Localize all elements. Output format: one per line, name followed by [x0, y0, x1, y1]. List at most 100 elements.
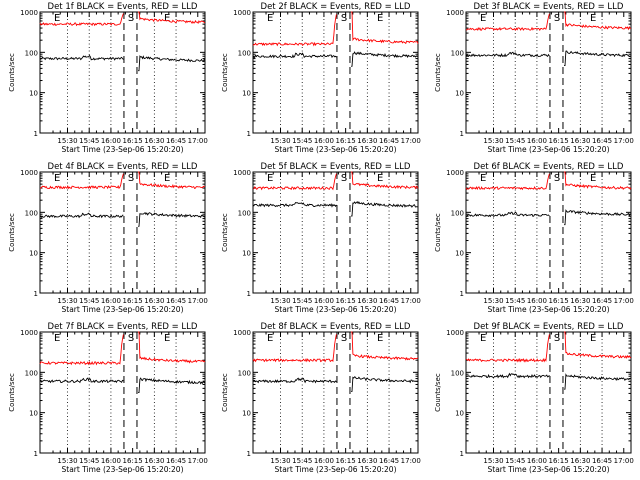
y-tick-label: 100: [451, 369, 464, 377]
x-tick-label: 15:45: [292, 457, 312, 465]
x-tick-label: 16:45: [379, 457, 399, 465]
x-axis-label: Start Time (23-Sep-06 15:20:20): [275, 145, 397, 154]
x-tick-label: 16:30: [357, 297, 377, 305]
chart-panel-8: Det 8f BLACK = Events, RED = LLD 1 10 100 10…: [221, 322, 421, 474]
events-series-line: [351, 51, 419, 67]
y-axis-label: Counts/sec: [8, 53, 16, 92]
plot-frame: [252, 11, 419, 134]
x-tick-label: 16:15: [549, 297, 569, 305]
y-axis-label: Counts/sec: [434, 373, 442, 412]
y-tick-label: 1000: [446, 9, 464, 17]
marker-label: E: [590, 333, 596, 344]
events-series-line: [564, 373, 632, 390]
plot-frame: [465, 171, 632, 294]
chart-panel-5: Det 5f BLACK = Events, RED = LLD 1 10 100 10…: [221, 162, 421, 314]
x-tick-label: 15:45: [79, 137, 99, 145]
events-series-line: [351, 376, 419, 392]
chart-title: Det 6f BLACK = Events, RED = LLD: [474, 162, 624, 172]
y-tick-label: 1: [34, 290, 38, 298]
events-series-line: [39, 377, 124, 384]
chart-title: Det 5f BLACK = Events, RED = LLD: [261, 162, 411, 172]
y-tick-label: 10: [29, 90, 38, 98]
x-tick-label: 15:45: [505, 297, 525, 305]
x-tick-label: 17:00: [188, 457, 208, 465]
events-series-line: [39, 212, 124, 219]
chart-title: Det 4f BLACK = Events, RED = LLD: [48, 162, 198, 172]
y-tick-label: 1: [247, 130, 251, 138]
x-tick-label: 16:00: [314, 137, 334, 145]
chart-title: Det 7f BLACK = Events, RED = LLD: [48, 322, 198, 332]
chart-title: Det 8f BLACK = Events, RED = LLD: [261, 322, 411, 332]
y-axis-label: Counts/sec: [8, 373, 16, 412]
events-series-line: [138, 212, 206, 227]
y-tick-label: 1: [247, 450, 251, 458]
x-tick-label: 16:45: [379, 137, 399, 145]
y-axis-label: Counts/sec: [8, 213, 16, 252]
marker-label: E: [480, 173, 486, 184]
x-tick-label: 16:45: [592, 457, 612, 465]
plot-frame: [465, 11, 632, 134]
events-series-line: [252, 377, 337, 384]
lld-series-line: [351, 171, 419, 190]
x-axis-label: Start Time (23-Sep-06 15:20:20): [62, 145, 184, 154]
x-tick-label: 16:45: [379, 297, 399, 305]
x-tick-label: 16:00: [101, 297, 121, 305]
lld-series-line: [564, 331, 632, 359]
x-tick-label: 16:00: [527, 297, 547, 305]
chart-panel-3: Det 3f BLACK = Events, RED = LLD 1 10 100 10…: [434, 2, 634, 154]
marker-label: E: [54, 173, 60, 184]
x-tick-label: 16:00: [314, 457, 334, 465]
x-axis-label: Start Time (23-Sep-06 15:20:20): [275, 305, 397, 314]
x-axis-label: Start Time (23-Sep-06 15:20:20): [275, 465, 397, 474]
y-tick-label: 1000: [20, 169, 38, 177]
x-tick-label: 16:00: [314, 297, 334, 305]
x-tick-label: 16:30: [357, 137, 377, 145]
y-tick-label: 100: [25, 209, 38, 217]
y-axis-label: Counts/sec: [434, 53, 442, 92]
chart-panel-4: Det 4f BLACK = Events, RED = LLD 1 10 100 10…: [8, 162, 208, 314]
x-tick-label: 15:45: [505, 137, 525, 145]
chart-panel-6: Det 6f BLACK = Events, RED = LLD 1 10 100 10…: [434, 162, 634, 314]
marker-label: E: [590, 13, 596, 24]
marker-label: S: [554, 13, 560, 24]
x-tick-label: 15:30: [483, 297, 503, 305]
x-tick-label: 17:00: [614, 457, 634, 465]
y-tick-label: 100: [451, 209, 464, 217]
y-tick-label: 1000: [20, 329, 38, 337]
x-tick-label: 16:45: [166, 297, 186, 305]
x-tick-label: 15:45: [79, 297, 99, 305]
lld-series-line: [252, 334, 337, 363]
y-tick-label: 10: [455, 250, 464, 258]
chart-panel-9: Det 9f BLACK = Events, RED = LLD 1 10 100 10…: [434, 322, 634, 474]
marker-label: E: [164, 13, 170, 24]
marker-label: E: [54, 13, 60, 24]
lld-series-line: [252, 173, 337, 191]
marker-label: S: [128, 173, 134, 184]
x-tick-label: 15:45: [292, 137, 312, 145]
events-series-line: [252, 52, 337, 59]
y-tick-label: 10: [242, 410, 251, 418]
y-tick-label: 1000: [446, 169, 464, 177]
y-tick-label: 100: [25, 49, 38, 57]
x-axis-label: Start Time (23-Sep-06 15:20:20): [62, 465, 184, 474]
x-tick-label: 15:30: [483, 137, 503, 145]
x-tick-label: 16:00: [527, 137, 547, 145]
x-tick-label: 16:00: [101, 137, 121, 145]
y-axis-label: Counts/sec: [221, 213, 229, 252]
events-series-line: [564, 50, 632, 66]
chart-panel-2: Det 2f BLACK = Events, RED = LLD 1 10 100 10…: [221, 2, 421, 154]
events-series-line: [465, 51, 550, 58]
lld-series-line: [351, 11, 419, 45]
events-series-line: [252, 201, 337, 208]
marker-label: E: [164, 173, 170, 184]
chart-title: Det 1f BLACK = Events, RED = LLD: [48, 2, 198, 12]
x-tick-label: 15:30: [57, 457, 77, 465]
y-tick-label: 100: [451, 49, 464, 57]
marker-label: E: [54, 333, 60, 344]
x-tick-label: 17:00: [401, 457, 421, 465]
chart-panel-7: Det 7f BLACK = Events, RED = LLD 1 10 100 10…: [8, 322, 208, 474]
marker-label: E: [480, 13, 486, 24]
x-tick-label: 16:15: [123, 137, 143, 145]
x-tick-label: 16:45: [166, 457, 186, 465]
x-tick-label: 15:30: [483, 457, 503, 465]
